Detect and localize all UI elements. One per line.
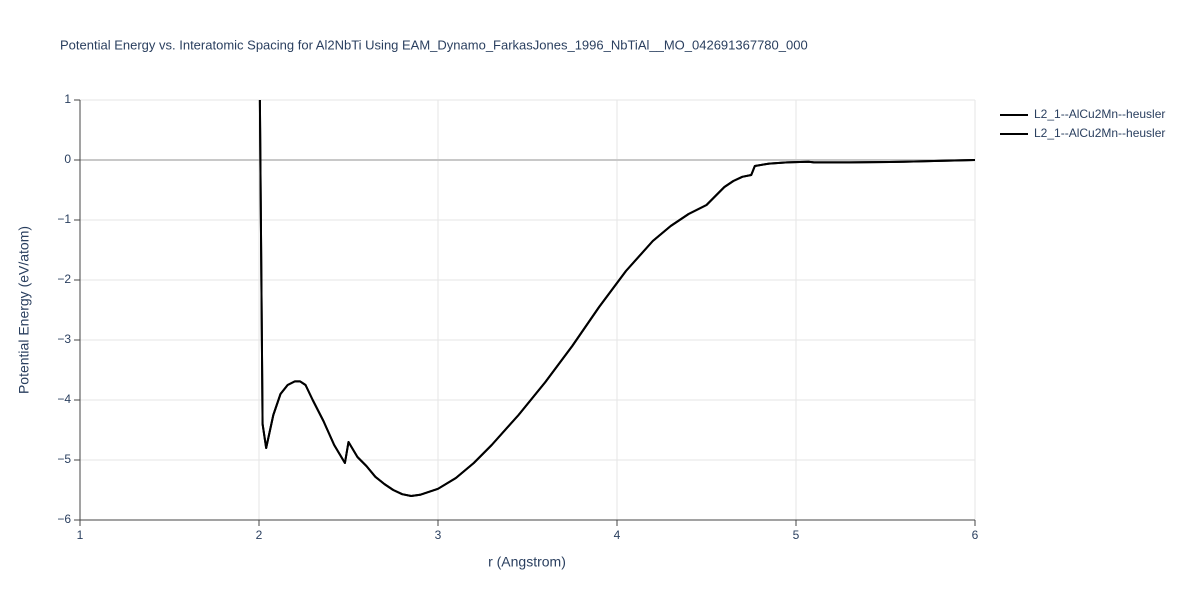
x-tick-label: 4 (614, 528, 621, 542)
y-tick-label: −1 (57, 212, 71, 226)
y-tick-label: −3 (57, 332, 71, 346)
y-tick-label: −5 (57, 452, 71, 466)
y-tick-label: −2 (57, 272, 71, 286)
y-tick-label: −6 (57, 512, 71, 526)
legend-label: L2_1--AlCu2Mn--heusler (1034, 126, 1165, 140)
x-tick-label: 1 (77, 528, 84, 542)
series-line (258, 99, 976, 497)
legend-label: L2_1--AlCu2Mn--heusler (1034, 107, 1165, 121)
x-tick-label: 3 (435, 528, 442, 542)
x-tick-label: 2 (256, 528, 263, 542)
y-tick-label: −4 (57, 392, 71, 406)
y-tick-label: 0 (64, 152, 71, 166)
chart-title: Potential Energy vs. Interatomic Spacing… (60, 37, 808, 52)
x-tick-label: 5 (793, 528, 800, 542)
x-tick-label: 6 (972, 528, 979, 542)
y-tick-label: 1 (64, 92, 71, 106)
y-axis-label: Potential Energy (eV/atom) (16, 226, 32, 394)
x-axis-label: r (Angstrom) (488, 554, 566, 570)
